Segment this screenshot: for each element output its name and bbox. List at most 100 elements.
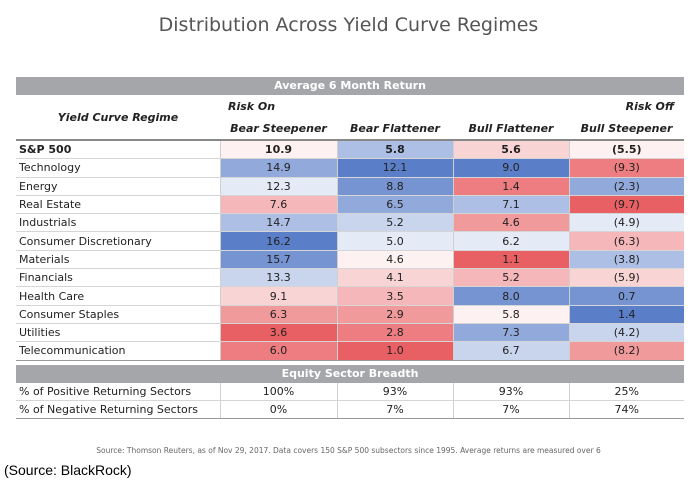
risk-arrow-icon xyxy=(337,105,569,107)
breadth-cell-bear-steepener: 100% xyxy=(219,382,337,401)
cell-bear-flattener: 2.8 xyxy=(336,323,453,343)
cell-bull-steepener: (4.2) xyxy=(568,323,685,343)
cell-bear-steepener: 6.0 xyxy=(219,341,337,361)
row-label: Materials xyxy=(16,250,220,270)
row-label: Health Care xyxy=(16,286,220,306)
cell-bull-flattener: 5.2 xyxy=(452,268,569,288)
band-equity-sector-breadth-label: Equity Sector Breadth xyxy=(16,364,685,383)
table-row-sandp-500: S&P 500 10.9 5.8 5.6 (5.5) xyxy=(16,140,685,160)
yield-curve-regime-label: Yield Curve Regime xyxy=(16,95,220,141)
cell-bear-steepener: 15.7 xyxy=(219,250,337,270)
row-label: Financials xyxy=(16,268,220,288)
cell-bull-flattener: 5.8 xyxy=(452,305,569,324)
cell-bear-flattener: 5.8 xyxy=(336,140,453,160)
row-label: Real Estate xyxy=(16,195,220,215)
table-row-consumer-discretionary: Consumer Discretionary 16.2 5.0 6.2 (6.3) xyxy=(16,231,685,251)
breadth-cell-bull-flattener: 7% xyxy=(452,400,569,420)
cell-bull-steepener: (9.7) xyxy=(568,195,685,215)
risk-on-label: Risk On xyxy=(228,99,276,113)
cell-bear-steepener: 6.3 xyxy=(219,305,337,324)
cell-bull-flattener: 6.7 xyxy=(452,341,569,361)
header-risk-row: Yield Curve Regime Risk On Risk Off xyxy=(16,95,684,141)
band-average-return: Average 6 Month Return xyxy=(16,77,685,95)
cell-bear-steepener: 12.3 xyxy=(219,177,337,196)
table-row-energy: Energy 12.3 8.8 1.4 (2.3) xyxy=(16,177,685,196)
table-row-materials: Materials 15.7 4.6 1.1 (3.8) xyxy=(16,250,685,270)
breadth-cell-bull-flattener: 93% xyxy=(452,382,569,401)
column-header-bear-flattener: Bear Flattener xyxy=(337,117,453,141)
breadth-cell-bear-flattener: 93% xyxy=(336,382,453,401)
cell-bull-flattener: 8.0 xyxy=(452,286,569,306)
page-title: Distribution Across Yield Curve Regimes xyxy=(158,14,539,36)
cell-bull-steepener: 1.4 xyxy=(568,305,685,324)
column-header-bull-flattener: Bull Flattener xyxy=(453,117,569,141)
cell-bull-flattener: 7.3 xyxy=(452,323,569,343)
cell-bear-flattener: 12.1 xyxy=(336,158,453,178)
cell-bull-steepener: (2.3) xyxy=(568,177,685,196)
cell-bull-flattener: 7.1 xyxy=(452,195,569,215)
cell-bear-flattener: 3.5 xyxy=(336,286,453,306)
breadth-row-of-positive-returning-sectors: % of Positive Returning Sectors 100% 93% 93… xyxy=(16,382,685,401)
cell-bull-flattener: 4.6 xyxy=(452,213,569,233)
cell-bear-flattener: 1.0 xyxy=(336,341,453,361)
band-equity-sector-breadth: Equity Sector Breadth xyxy=(16,364,685,383)
cell-bull-steepener: (4.9) xyxy=(568,213,685,233)
cell-bear-steepener: 10.9 xyxy=(219,140,337,160)
row-label: Telecommunication xyxy=(16,341,220,361)
row-label: Utilities xyxy=(16,323,220,343)
cell-bear-flattener: 2.9 xyxy=(336,305,453,324)
cell-bear-steepener: 13.3 xyxy=(219,268,337,288)
breadth-row-of-negative-returning-sectors: % of Negative Returning Sectors 0% 7% 7% 74% xyxy=(16,400,685,420)
row-label: Industrials xyxy=(16,213,220,233)
column-header-bear-steepener: Bear Steepener xyxy=(220,117,337,141)
cell-bull-steepener: (5.9) xyxy=(568,268,685,288)
table-row-health-care: Health Care 9.1 3.5 8.0 0.7 xyxy=(16,286,685,306)
cell-bull-flattener: 9.0 xyxy=(452,158,569,178)
cell-bull-steepener: 0.7 xyxy=(568,286,685,306)
cell-bull-steepener: (8.2) xyxy=(568,341,685,361)
cell-bear-flattener: 4.1 xyxy=(336,268,453,288)
column-header-bull-steepener: Bull Steepener xyxy=(569,117,685,141)
cell-bear-flattener: 6.5 xyxy=(336,195,453,215)
cell-bull-flattener: 5.6 xyxy=(452,140,569,160)
cell-bull-flattener: 1.4 xyxy=(452,177,569,196)
cell-bear-steepener: 14.7 xyxy=(219,213,337,233)
header-columns-row: Bear Steepener Bear Flattener Bull Flatt… xyxy=(16,117,685,141)
cell-bear-flattener: 8.8 xyxy=(336,177,453,196)
cell-bear-flattener: 5.2 xyxy=(336,213,453,233)
row-label: Consumer Discretionary xyxy=(16,231,220,251)
risk-off-label: Risk Off xyxy=(625,99,675,113)
breadth-cell-bull-steepener: 74% xyxy=(568,400,685,420)
cell-bear-steepener: 7.6 xyxy=(219,195,337,215)
table-row-financials: Financials 13.3 4.1 5.2 (5.9) xyxy=(16,268,685,288)
footnote: Source: Thomson Reuters, as of Nov 29, 2… xyxy=(96,446,601,455)
table-spacer-cell xyxy=(16,360,685,365)
cell-bull-steepener: (6.3) xyxy=(568,231,685,251)
table-row-industrials: Industrials 14.7 5.2 4.6 (4.9) xyxy=(16,213,685,233)
risk-arrow xyxy=(337,95,569,117)
row-label: S&P 500 xyxy=(16,140,220,160)
cell-bear-flattener: 4.6 xyxy=(336,250,453,270)
band-average-return-label: Average 6 Month Return xyxy=(16,77,685,95)
breadth-cell-bull-steepener: 25% xyxy=(568,382,685,401)
table-row-utilities: Utilities 3.6 2.8 7.3 (4.2) xyxy=(16,323,685,343)
cell-bull-steepener: (3.8) xyxy=(568,250,685,270)
row-label: % of Positive Returning Sectors xyxy=(16,382,220,401)
cell-bear-steepener: 9.1 xyxy=(219,286,337,306)
cell-bear-steepener: 14.9 xyxy=(219,158,337,178)
returns-table: Average 6 Month Return Yield Curve Regim… xyxy=(16,77,685,420)
table-row-real-estate: Real Estate 7.6 6.5 7.1 (9.7) xyxy=(16,195,685,215)
cell-bull-flattener: 6.2 xyxy=(452,231,569,251)
cell-bull-flattener: 1.1 xyxy=(452,250,569,270)
table-spacer xyxy=(16,360,685,365)
row-label: Consumer Staples xyxy=(16,305,220,324)
cell-bull-steepener: (9.3) xyxy=(568,158,685,178)
row-label: Technology xyxy=(16,158,220,178)
table-row-telecommunication: Telecommunication 6.0 1.0 6.7 (8.2) xyxy=(16,341,685,361)
cell-bear-flattener: 5.0 xyxy=(336,231,453,251)
breadth-cell-bear-steepener: 0% xyxy=(219,400,337,420)
row-label: Energy xyxy=(16,177,220,196)
row-label: % of Negative Returning Sectors xyxy=(16,400,220,420)
cell-bull-steepener: (5.5) xyxy=(568,140,685,160)
cell-bear-steepener: 3.6 xyxy=(219,323,337,343)
